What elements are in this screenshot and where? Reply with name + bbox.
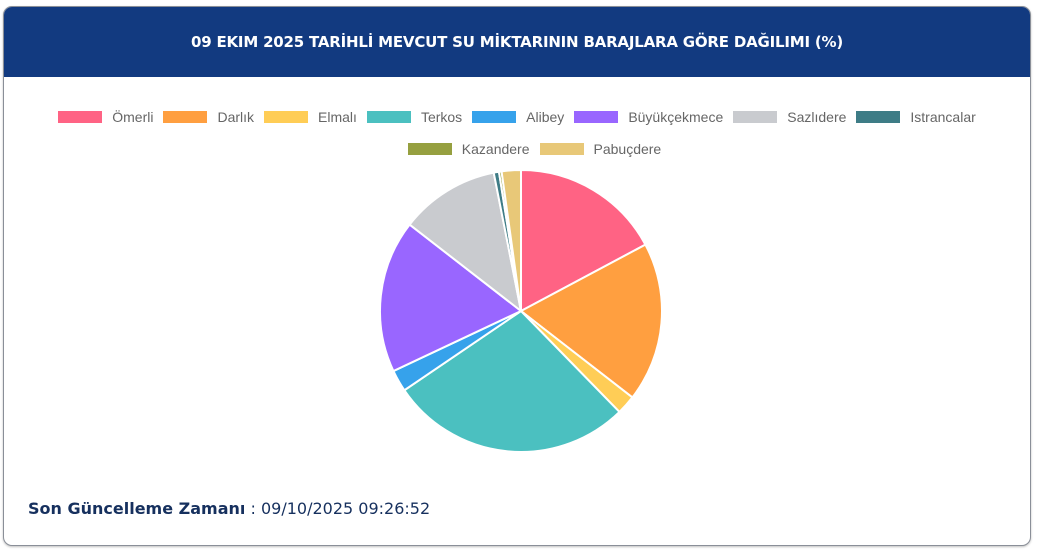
pie-slice-ömerli[interactable] <box>520 168 647 313</box>
legend-swatch <box>539 143 584 155</box>
legend-item[interactable]: Pabuçdere <box>539 139 662 159</box>
legend-item[interactable]: Kazandere <box>407 139 530 159</box>
legend-swatch <box>407 143 452 155</box>
legend-label: Alibey <box>526 109 565 125</box>
legend-swatch <box>58 111 103 123</box>
pie-slice-büyükçekmece[interactable] <box>379 223 523 373</box>
legend-swatch <box>472 111 517 123</box>
legend-item[interactable]: Alibey <box>472 107 564 127</box>
legend-label: Terkos <box>420 109 463 125</box>
pie-slice-terkos[interactable] <box>402 309 621 453</box>
legend-label: Darlık <box>217 109 255 125</box>
legend-item[interactable]: Ömerli <box>58 107 153 127</box>
last-updated: Son Güncelleme Zamanı : 09/10/2025 09:26… <box>28 499 430 518</box>
legend-label: Kazandere <box>461 141 530 157</box>
legend-item[interactable]: Büyükçekmece <box>574 107 723 127</box>
legend-item[interactable]: Terkos <box>366 107 463 127</box>
legend-item[interactable]: Sazlıdere <box>733 107 846 127</box>
legend-swatch <box>574 111 619 123</box>
pie-slice-sazlıdere[interactable] <box>408 171 523 314</box>
legend-label: Elmalı <box>318 109 357 125</box>
legend-label: Ömerli <box>112 109 154 125</box>
pie-chart[interactable] <box>376 164 666 454</box>
chart-title: 09 EKIM 2025 TARİHLİ MEVCUT SU MİKTARINI… <box>190 33 844 51</box>
legend-swatch <box>264 111 309 123</box>
last-updated-separator: : <box>245 499 261 518</box>
legend-swatch <box>163 111 208 123</box>
last-updated-value: 09/10/2025 09:26:52 <box>260 499 431 518</box>
legend-label: Istrancalar <box>910 109 976 125</box>
chart-card: 09 EKIM 2025 TARİHLİ MEVCUT SU MİKTARINI… <box>3 6 1031 546</box>
card-header: 09 EKIM 2025 TARİHLİ MEVCUT SU MİKTARINI… <box>4 7 1030 77</box>
legend-item[interactable]: Istrancalar <box>856 107 976 127</box>
legend-label: Pabuçdere <box>593 141 662 157</box>
pie-slice-pabuçdere[interactable] <box>500 168 522 312</box>
legend-swatch <box>856 111 901 123</box>
legend-item[interactable]: Darlık <box>163 107 254 127</box>
legend-label: Sazlıdere <box>787 109 847 125</box>
pie-slice-darlık[interactable] <box>519 243 663 399</box>
chart-legend: Ömerli Darlık Elmalı Terkos Alibey Büyükçekme… <box>4 107 1030 159</box>
last-updated-label: Son Güncelleme Zamanı <box>28 499 246 518</box>
legend-swatch <box>366 111 411 123</box>
legend-swatch <box>733 111 778 123</box>
legend-label: Büyükçekmece <box>628 109 724 125</box>
legend-item[interactable]: Elmalı <box>264 107 357 127</box>
